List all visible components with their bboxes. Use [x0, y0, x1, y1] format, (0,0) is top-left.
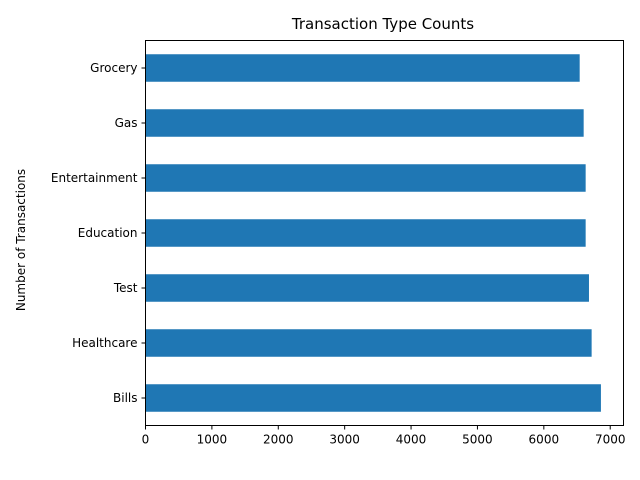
y-tick-label: Gas — [115, 116, 138, 130]
bar-grocery — [145, 54, 580, 82]
y-tick-label: Test — [113, 281, 138, 295]
x-tick-label: 6000 — [529, 433, 560, 447]
x-tick-label: 5000 — [462, 433, 493, 447]
y-axis-label: Number of Transactions — [14, 169, 28, 311]
x-tick-label: 4000 — [396, 433, 427, 447]
y-ticks-group: Bills Healthcare Test Education Entertainmen… — [51, 61, 146, 405]
bar-gas — [145, 109, 584, 137]
bar-education — [145, 219, 586, 247]
y-tick-label: Grocery — [90, 61, 137, 75]
chart-title: Transaction Type Counts — [291, 15, 474, 33]
bar-healthcare — [145, 329, 592, 357]
x-tick-label: 1000 — [197, 433, 228, 447]
x-ticks-group: 0 1000 2000 3000 4000 5000 6000 7000 — [142, 425, 626, 447]
y-tick-label: Education — [78, 226, 138, 240]
x-tick-label: 7000 — [595, 433, 626, 447]
bars-group — [145, 54, 601, 412]
y-tick-label: Entertainment — [51, 171, 138, 185]
x-tick-label: 0 — [142, 433, 150, 447]
bar-entertainment — [145, 164, 586, 192]
bar-bills — [145, 384, 601, 412]
x-tick-label: 2000 — [263, 433, 294, 447]
plot-frame — [145, 40, 624, 426]
bar-test — [145, 274, 589, 302]
y-tick-label: Healthcare — [72, 336, 137, 350]
y-tick-label: Bills — [113, 391, 138, 405]
x-tick-label: 3000 — [329, 433, 360, 447]
